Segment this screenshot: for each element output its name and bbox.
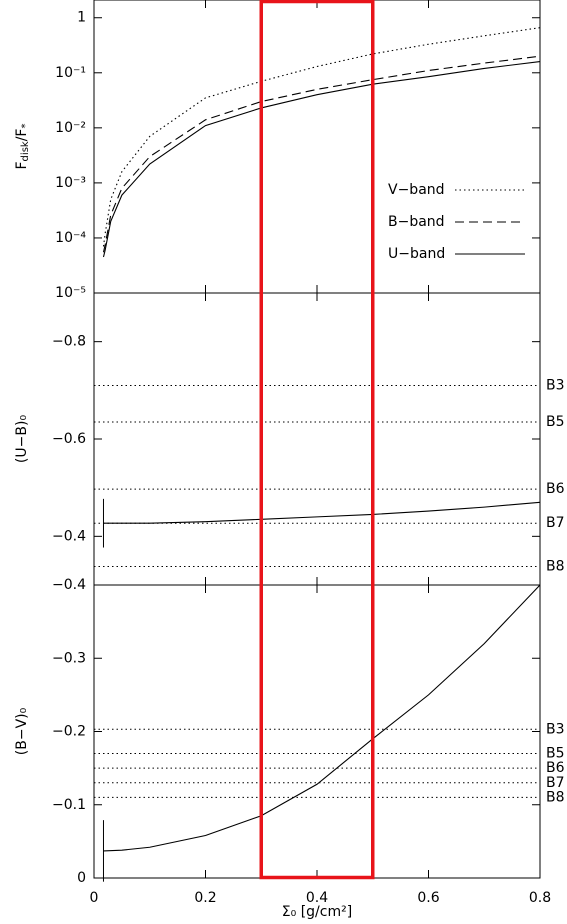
y-axis-label-part: F: [14, 161, 30, 169]
x-tick-label: 0.4: [306, 890, 328, 906]
series-line: [102, 27, 541, 247]
y-tick-label: −0.8: [52, 334, 86, 350]
reference-label: B5: [546, 414, 565, 430]
x-tick-label: 0.6: [417, 890, 439, 906]
y-tick-label: −0.4: [52, 577, 86, 593]
reference-label: B8: [546, 559, 565, 575]
y-tick-label: 1: [77, 10, 86, 26]
reference-label: B8: [546, 789, 565, 805]
series-line: [103, 501, 541, 524]
plot-frame: [93, 292, 541, 586]
reference-label: B6: [546, 760, 565, 776]
x-tick-label: 0.2: [194, 890, 216, 906]
y-tick-label: 10⁻⁵: [55, 285, 86, 301]
y-tick-label: 0: [77, 870, 86, 886]
plot-frame: [93, 584, 541, 879]
x-axis-label: Σ₀ [g/cm²]: [282, 904, 352, 920]
y-axis-label: Fdisk/F*: [14, 124, 31, 170]
plot-frame: [93, 0, 541, 294]
x-tick-label: 0: [90, 890, 99, 906]
y-tick-label: 10⁻²: [55, 120, 86, 136]
series-line: [102, 61, 541, 258]
y-tick-label: −0.6: [52, 431, 86, 447]
y-tick-label: −0.2: [52, 724, 86, 740]
legend-label: U−band: [388, 246, 445, 262]
y-tick-label: −0.4: [52, 528, 86, 544]
y-axis-label-part: *: [20, 124, 31, 129]
reference-label: B7: [546, 775, 565, 791]
x-tick-label: 0.8: [529, 890, 551, 906]
reference-label: B5: [546, 745, 565, 761]
y-axis-label-part: /F: [14, 129, 30, 142]
y-tick-label: −0.3: [52, 650, 86, 666]
reference-label: B7: [546, 515, 565, 531]
reference-label: B3: [546, 377, 565, 393]
y-axis-label-part: disk: [20, 141, 31, 161]
legend-label: B−band: [388, 214, 445, 230]
series-line: [102, 55, 541, 253]
y-axis-label: (B−V)₀: [14, 707, 30, 755]
reference-label: B3: [546, 721, 565, 737]
y-tick-label: 10⁻⁴: [55, 230, 86, 246]
highlight-box: [259, 0, 375, 880]
reference-label: B6: [546, 481, 565, 497]
y-tick-label: 10⁻³: [55, 175, 86, 191]
series-line: [103, 584, 541, 852]
legend-label: V−band: [388, 182, 445, 198]
y-tick-label: −0.1: [52, 797, 86, 813]
y-axis-label: (U−B)₀: [14, 415, 30, 464]
y-tick-label: 10⁻¹: [55, 65, 86, 81]
